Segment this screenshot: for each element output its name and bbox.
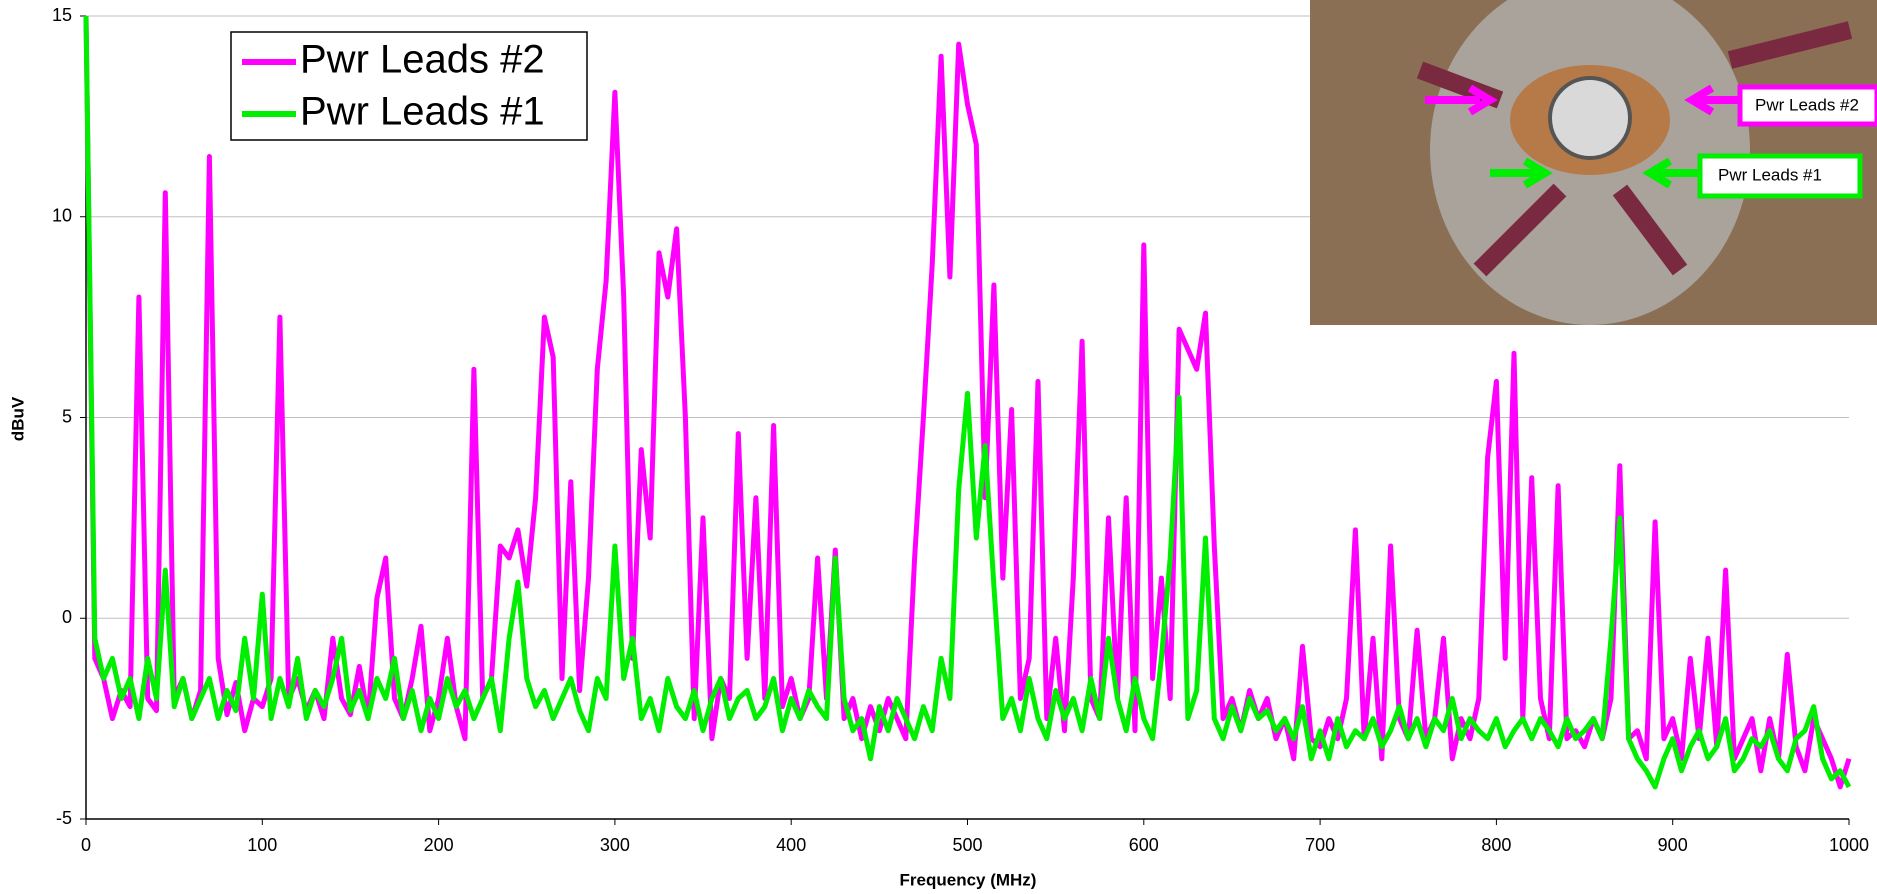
annotation-box xyxy=(1697,153,1863,199)
annotation-box xyxy=(1737,84,1877,127)
x-tick-label: 400 xyxy=(776,835,806,855)
arrow xyxy=(1490,157,1553,189)
arrow xyxy=(1642,157,1700,189)
y-axis-label: dBuV xyxy=(8,396,27,441)
inset-photo: Pwr Leads #2 Pwr Leads #1 xyxy=(1310,0,1877,325)
x-tick-label: 200 xyxy=(424,835,454,855)
x-tick-label: 600 xyxy=(1129,835,1159,855)
x-axis-label: Frequency (MHz) xyxy=(900,870,1037,889)
legend-box xyxy=(230,31,588,141)
x-tick-label: 900 xyxy=(1658,835,1688,855)
series-line xyxy=(83,15,1852,790)
arrow xyxy=(1425,84,1498,116)
x-tick-label: 1000 xyxy=(1829,835,1869,855)
wires xyxy=(1416,21,1853,277)
bearing xyxy=(1548,76,1632,160)
y-tick-label: -5 xyxy=(56,808,72,828)
y-tick-label: 15 xyxy=(52,5,72,25)
x-tick-label: 100 xyxy=(247,835,277,855)
x-tick-label: 500 xyxy=(952,835,982,855)
x-tick-label: 800 xyxy=(1481,835,1511,855)
annotation: Pwr Leads #2 xyxy=(1755,95,1859,114)
x-tick-label: 700 xyxy=(1305,835,1335,855)
y-tick-label: 5 xyxy=(62,406,72,426)
y-tick-label: 10 xyxy=(52,206,72,226)
series-line xyxy=(83,15,1852,790)
y-tick-label: 0 xyxy=(62,607,72,627)
annotation: Pwr Leads #1 xyxy=(1718,165,1822,184)
x-tick-label: 300 xyxy=(600,835,630,855)
legend-label: Pwr Leads #1 xyxy=(300,90,545,134)
arrow xyxy=(1684,84,1740,116)
legend-label: Pwr Leads #2 xyxy=(300,38,545,82)
x-tick-label: 0 xyxy=(81,835,91,855)
